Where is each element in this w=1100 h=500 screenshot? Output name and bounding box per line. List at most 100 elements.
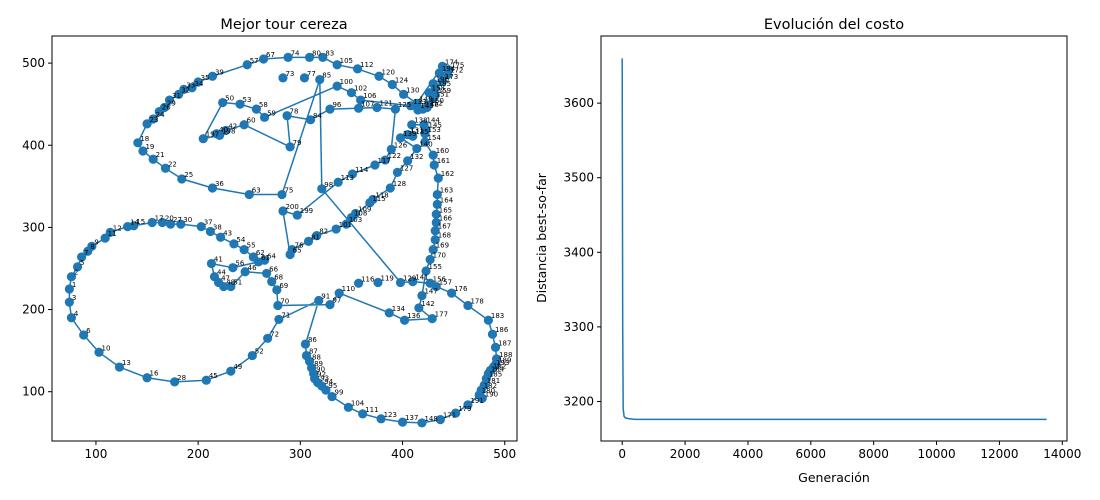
tour-city-label: 13	[122, 359, 131, 367]
tour-city-label: 6	[86, 327, 91, 335]
tour-city-label: 87	[309, 348, 318, 356]
tour-city-point	[476, 385, 486, 395]
tour-city-point	[207, 183, 218, 193]
tour-city-point	[432, 199, 442, 210]
tour-city-point	[147, 217, 157, 228]
cost-chart-title: Evolución del costo	[764, 17, 904, 33]
tour-city-point	[487, 329, 498, 339]
tour-city-label: 152	[430, 99, 443, 107]
tour-city-label: 50	[225, 95, 234, 103]
tour-city-label: 94	[324, 378, 333, 386]
tour-city-label: 114	[355, 166, 369, 174]
tour-city-point	[176, 219, 186, 229]
tour-city-label: 79	[293, 139, 302, 147]
tour-city-point	[148, 154, 158, 164]
tour-city-label: 188	[499, 351, 512, 359]
tour-city-point	[226, 366, 236, 376]
tour-city-label: 36	[215, 180, 224, 188]
cost-x-ticks: 0 2000 4000 6000 8000 10000 12000 14000	[618, 441, 1081, 461]
tour-city-point	[420, 137, 430, 147]
tour-city-label: 16	[150, 370, 159, 378]
tour-city-label: 193	[496, 359, 509, 367]
tour-city-point	[263, 333, 273, 343]
tour-city-label: 142	[421, 300, 434, 308]
tour-city-point	[429, 160, 439, 170]
tour-city-point	[417, 418, 427, 428]
tour-city-label: 141	[415, 274, 428, 282]
tour-city-label: 27	[173, 216, 182, 224]
tour-city-label: 165	[439, 206, 452, 214]
tour-y-tick-label: 100	[22, 385, 45, 399]
tour-city-label: 129	[403, 274, 416, 282]
tour-city-label: 148	[424, 415, 437, 423]
tour-city-label: 26	[162, 104, 171, 112]
tour-city-point	[160, 163, 171, 173]
tour-city-label: 38	[213, 224, 222, 232]
tour-city-label: 198	[222, 127, 235, 135]
tour-city-label: 86	[308, 336, 317, 344]
cost-x-tick-label: 6000	[796, 447, 827, 461]
tour-city-label: 151	[436, 90, 449, 98]
tour-city-point	[488, 362, 499, 372]
tour-city-label: 110	[342, 285, 355, 293]
tour-city-label: 138	[414, 117, 427, 125]
tour-city-point	[392, 167, 403, 177]
tour-city-point	[259, 112, 270, 122]
tour-city-point	[385, 183, 395, 193]
tour-city-label: 185	[489, 371, 502, 379]
tour-city-point	[353, 103, 364, 113]
tour-city-label: 118	[375, 191, 388, 199]
tour-city-point	[304, 52, 315, 62]
tour-city-label: 164	[440, 196, 454, 204]
tour-city-point	[79, 330, 89, 340]
tour-city-label: 44	[217, 269, 226, 277]
cost-x-tick-label: 10000	[917, 447, 955, 461]
tour-y-tick-label: 400	[22, 138, 45, 152]
tour-y-ticks: 100 200 300 400 500	[22, 56, 52, 399]
tour-city-label: 4	[74, 310, 79, 318]
tour-city-label: 183	[491, 312, 504, 320]
tour-city-label: 109	[358, 205, 371, 213]
tour-city-label: 22	[168, 160, 177, 168]
tour-x-tick-label: 200	[187, 447, 210, 461]
cost-axes-frame	[600, 35, 1068, 442]
tour-city-label: 156	[433, 275, 447, 283]
tour-city-label: 75	[284, 187, 293, 195]
tour-city-point	[343, 402, 353, 412]
tour-city-label: 163	[440, 187, 453, 195]
tour-city-label: 59	[267, 109, 276, 117]
tour-city-label: 24	[156, 111, 165, 119]
tour-city-label: 171	[443, 412, 456, 420]
tour-city-label: 103	[349, 216, 362, 224]
tour-x-ticks: 100 200 300 400 500	[84, 441, 516, 461]
tour-city-point	[229, 239, 239, 249]
tour-city-label: 162	[441, 170, 454, 178]
tour-city-point	[420, 129, 430, 139]
tour-city-label: 97	[332, 297, 341, 305]
tour-city-point	[142, 373, 152, 383]
tour-city-point	[384, 308, 394, 318]
tour-city-label: 95	[328, 382, 337, 390]
tour-city-label: 31	[172, 92, 181, 100]
tour-city-label: 40	[219, 126, 228, 134]
tour-city-label: 174	[445, 58, 459, 66]
tour-city-label: 106	[363, 92, 377, 100]
tour-city-point	[390, 104, 400, 114]
tour-city-point	[425, 254, 435, 265]
tour-city-label: 9	[94, 238, 98, 246]
tour-city-point	[287, 244, 297, 255]
tour-city-point	[165, 219, 176, 229]
tour-city-point	[259, 255, 270, 265]
tour-city-point	[451, 408, 461, 418]
tour-city-label: 43	[223, 229, 232, 237]
tour-city-label: 134	[392, 305, 406, 313]
tour-city-label: 184	[491, 366, 505, 374]
tour-city-label: 190	[485, 390, 498, 398]
tour-city-point	[408, 277, 418, 287]
tour-city-point	[332, 81, 342, 91]
tour-city-point	[66, 313, 77, 323]
tour-city-point	[372, 102, 382, 113]
cost-chart: Evolución del costo 0 2000 4000 6000 8000 100…	[534, 17, 1081, 485]
tour-city-point	[373, 277, 383, 288]
